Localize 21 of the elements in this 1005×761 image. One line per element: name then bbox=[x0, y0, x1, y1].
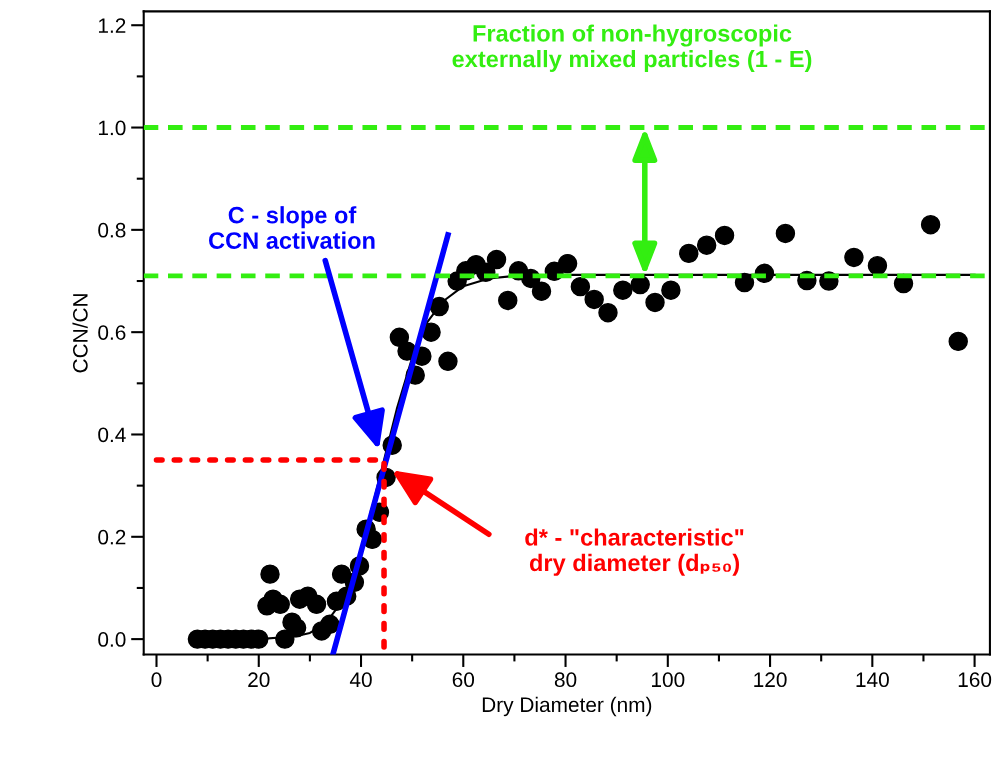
x-tick-label: 20 bbox=[248, 672, 270, 688]
y-axis-title: CCN/CN bbox=[72, 294, 88, 373]
annotation: d* - "characteristic" dry diameter (dₚ₅₀) bbox=[525, 528, 744, 576]
y-tick-label: 1.0 bbox=[98, 120, 126, 136]
x-tick-label: 40 bbox=[349, 672, 372, 688]
x-tick-label: 120 bbox=[754, 672, 787, 688]
x-tick-label: 160 bbox=[958, 672, 992, 688]
y-tick-label: 1.2 bbox=[98, 18, 126, 33]
x-tick-label: 80 bbox=[554, 672, 577, 688]
y-tick-label: 0.8 bbox=[98, 222, 126, 238]
annotation: C - slope of CCN activation bbox=[209, 206, 375, 249]
y-tick-label: 0.4 bbox=[98, 427, 126, 443]
x-axis-title: Dry Diameter (nm) bbox=[482, 696, 652, 717]
x-tick-label: 60 bbox=[452, 672, 475, 688]
y-tick-label: 0.0 bbox=[98, 632, 126, 647]
x-tick-label: 100 bbox=[652, 672, 685, 688]
x-tick-label: 140 bbox=[856, 672, 889, 688]
y-tick-label: 0.6 bbox=[98, 325, 126, 340]
x-tick-label: 0 bbox=[151, 672, 162, 688]
annotation: Fraction of non-hygroscopic externally mixed particles (1 - E) bbox=[452, 24, 812, 73]
y-tick-label: 0.2 bbox=[98, 529, 126, 545]
